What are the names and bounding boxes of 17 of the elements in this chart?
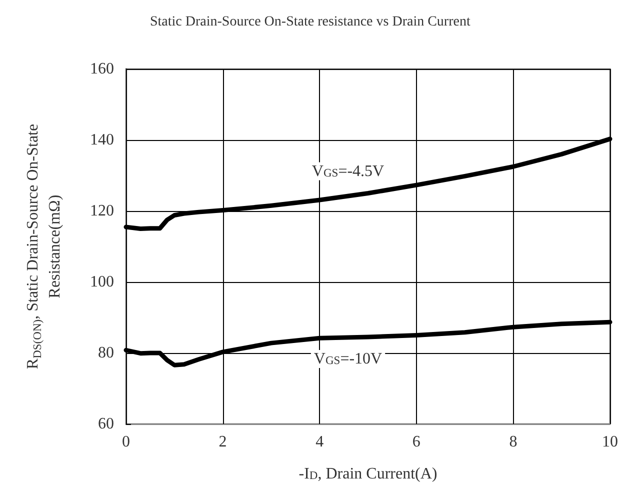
x-tick-label: 6 xyxy=(412,434,420,450)
x-tick-label: 2 xyxy=(218,434,227,450)
chart-title: Static Drain-Source On-State resistance vs Drain Current xyxy=(150,14,470,30)
x-tick-label: 10 xyxy=(602,434,618,450)
y-tick-label: 80 xyxy=(98,344,114,362)
y-axis-title: RDS(ON), Static Drain-Source On-State Resistance(mΩ) xyxy=(24,124,64,370)
x-tick-label: 4 xyxy=(316,434,324,450)
x-tick-label: 8 xyxy=(509,434,518,450)
y-tick-label: 100 xyxy=(90,274,114,290)
y-tick-label: 160 xyxy=(90,60,114,78)
y-tick-label: 60 xyxy=(98,416,114,432)
x-axis-title: -ID, Drain Current(A) xyxy=(298,466,438,482)
x-tick-label: 0 xyxy=(122,434,130,450)
series-label: VGS=-4.5V xyxy=(312,162,385,180)
series-label: VGS=-10V xyxy=(314,350,383,368)
y-tick-label: 120 xyxy=(90,202,114,220)
y-tick-label: 140 xyxy=(90,132,114,148)
